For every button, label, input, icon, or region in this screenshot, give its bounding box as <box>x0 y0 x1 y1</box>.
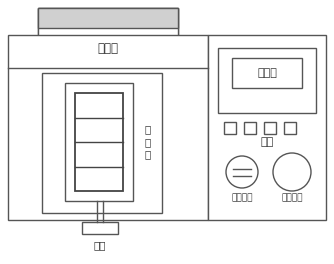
Bar <box>65 83 133 201</box>
Bar <box>244 122 256 134</box>
Bar <box>38 8 178 28</box>
Text: 样
品
架: 样 品 架 <box>145 125 151 159</box>
Bar <box>38 8 178 35</box>
Bar <box>38 8 178 68</box>
Circle shape <box>273 153 311 191</box>
Bar <box>232 58 302 88</box>
Text: 样品盖: 样品盖 <box>98 41 119 54</box>
Text: 显示器: 显示器 <box>257 68 277 78</box>
Bar <box>284 122 296 134</box>
Bar <box>8 35 208 220</box>
Text: 波长旋钮: 波长旋钮 <box>281 194 303 202</box>
Bar <box>208 35 326 220</box>
Bar <box>264 122 276 134</box>
Circle shape <box>226 156 258 188</box>
Bar <box>38 8 178 28</box>
Text: 按键: 按键 <box>261 137 274 147</box>
Bar <box>42 73 162 213</box>
Bar <box>218 48 316 113</box>
Bar <box>82 222 118 234</box>
Bar <box>75 93 123 191</box>
Text: 拉杆: 拉杆 <box>94 240 106 250</box>
Bar <box>224 122 236 134</box>
Text: 波长指示: 波长指示 <box>231 194 253 202</box>
